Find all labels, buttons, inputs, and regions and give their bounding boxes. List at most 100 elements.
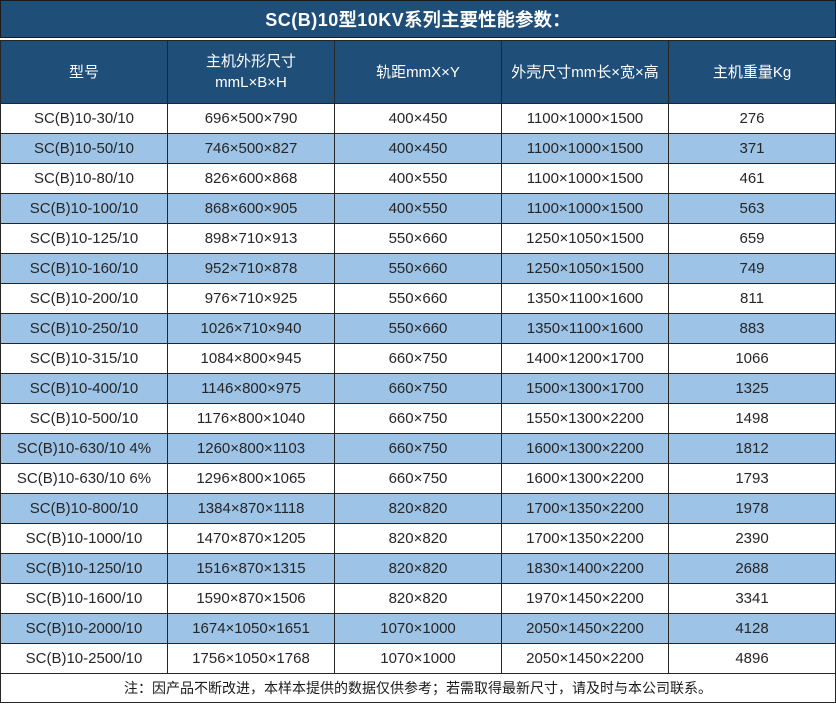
table-cell: 1350×1100×1600 — [501, 283, 669, 314]
table-cell: 1970×1450×2200 — [501, 583, 669, 614]
table-cell: 1250×1050×1500 — [501, 253, 669, 284]
header-row: 型号 主机外形尺寸 mmL×B×H 轨距mmX×Y 外壳尺寸mm长×宽×高 主机重量Kg — [0, 40, 836, 104]
column-header: 外壳尺寸mm长×宽×高 — [501, 40, 669, 104]
table-cell: 868×600×905 — [167, 193, 335, 224]
footer-note: 注：因产品不断改进，本样本提供的数据仅供参考；若需取得最新尺寸，请及时与本公司联… — [0, 673, 836, 703]
table-cell: 1978 — [668, 493, 836, 524]
column-header-line: 主机外形尺寸 — [205, 53, 296, 70]
table-cell: SC(B)10-100/10 — [0, 193, 168, 224]
table-cell: 1550×1300×2200 — [501, 403, 669, 434]
table-cell: 746×500×827 — [167, 133, 335, 164]
table-row: SC(B)10-160/10 952×710×878 550×660 1250×105… — [0, 253, 836, 284]
table-cell: 276 — [668, 103, 836, 134]
table-cell: SC(B)10-30/10 — [0, 103, 168, 134]
table-row: SC(B)10-2000/10 1674×1050×1651 1070×1000 20… — [0, 613, 836, 644]
table-cell: 1325 — [668, 373, 836, 404]
table-row: SC(B)10-400/10 1146×800×975 660×750 1500×13… — [0, 373, 836, 404]
table-cell: 1070×1000 — [334, 613, 502, 644]
table-row: SC(B)10-630/10 6% 1296×800×1065 660×750 160… — [0, 463, 836, 494]
table-row: SC(B)10-2500/10 1756×1050×1768 1070×1000 20… — [0, 643, 836, 674]
table-cell: 461 — [668, 163, 836, 194]
column-header: 型号 — [0, 40, 168, 104]
table-cell: SC(B)10-800/10 — [0, 493, 168, 524]
table-cell: SC(B)10-630/10 4% — [0, 433, 168, 464]
table-cell: 1700×1350×2200 — [501, 493, 669, 524]
table-cell: 400×550 — [334, 163, 502, 194]
table-cell: 2390 — [668, 523, 836, 554]
table-cell: 1100×1000×1500 — [501, 133, 669, 164]
column-header-line: mmL×B×H — [215, 74, 287, 91]
table-cell: 660×750 — [334, 343, 502, 374]
table-cell: 2050×1450×2200 — [501, 643, 669, 674]
table-cell: SC(B)10-1000/10 — [0, 523, 168, 554]
table-cell: SC(B)10-80/10 — [0, 163, 168, 194]
column-header-line: 主机重量Kg — [712, 63, 792, 81]
table-cell: SC(B)10-1250/10 — [0, 553, 168, 584]
table-cell: 550×660 — [334, 313, 502, 344]
column-header-line: 外壳尺寸mm长×宽×高 — [511, 63, 659, 81]
table-cell: SC(B)10-1600/10 — [0, 583, 168, 614]
table-cell: 1250×1050×1500 — [501, 223, 669, 254]
table-cell: 550×660 — [334, 253, 502, 284]
table-cell: 811 — [668, 283, 836, 314]
column-header: 主机重量Kg — [668, 40, 836, 104]
table-row: SC(B)10-100/10 868×600×905 400×550 1100×100… — [0, 193, 836, 224]
spec-table: 型号 主机外形尺寸 mmL×B×H 轨距mmX×Y 外壳尺寸mm长×宽×高 主机重量Kg … — [0, 40, 836, 703]
table-cell: SC(B)10-2000/10 — [0, 613, 168, 644]
table-cell: 1516×870×1315 — [167, 553, 335, 584]
table-cell: 1500×1300×1700 — [501, 373, 669, 404]
table-row: SC(B)10-1600/10 1590×870×1506 820×820 1970×… — [0, 583, 836, 614]
table-cell: 898×710×913 — [167, 223, 335, 254]
table-cell: 1700×1350×2200 — [501, 523, 669, 554]
table-cell: 1146×800×975 — [167, 373, 335, 404]
table-cell: 550×660 — [334, 283, 502, 314]
table-cell: 1600×1300×2200 — [501, 433, 669, 464]
table-cell: 820×820 — [334, 493, 502, 524]
table-cell: 952×710×878 — [167, 253, 335, 284]
table-cell: 1674×1050×1651 — [167, 613, 335, 644]
table-cell: 1260×800×1103 — [167, 433, 335, 464]
table-row: SC(B)10-630/10 4% 1260×800×1103 660×750 160… — [0, 433, 836, 464]
table-cell: 1350×1100×1600 — [501, 313, 669, 344]
table-cell: SC(B)10-250/10 — [0, 313, 168, 344]
table-cell: SC(B)10-315/10 — [0, 343, 168, 374]
table-body: SC(B)10-30/10 696×500×790 400×450 1100×1000… — [0, 103, 836, 674]
table-cell: 660×750 — [334, 403, 502, 434]
table-cell: 820×820 — [334, 523, 502, 554]
column-header-line: 轨距mmX×Y — [376, 63, 460, 81]
table-cell: SC(B)10-2500/10 — [0, 643, 168, 674]
table-row: SC(B)10-250/10 1026×710×940 550×660 1350×11… — [0, 313, 836, 344]
table-cell: 1100×1000×1500 — [501, 163, 669, 194]
table-row: SC(B)10-315/10 1084×800×945 660×750 1400×12… — [0, 343, 836, 374]
table-row: SC(B)10-200/10 976×710×925 550×660 1350×110… — [0, 283, 836, 314]
table-cell: SC(B)10-400/10 — [0, 373, 168, 404]
table-row: SC(B)10-80/10 826×600×868 400×550 1100×1000… — [0, 163, 836, 194]
footer-row: 注：因产品不断改进，本样本提供的数据仅供参考；若需取得最新尺寸，请及时与本公司联… — [0, 673, 836, 703]
table-cell: 371 — [668, 133, 836, 164]
table-cell: 563 — [668, 193, 836, 224]
table-cell: SC(B)10-200/10 — [0, 283, 168, 314]
table-cell: 1812 — [668, 433, 836, 464]
table-cell: 400×550 — [334, 193, 502, 224]
table-cell: 3341 — [668, 583, 836, 614]
table-cell: 1830×1400×2200 — [501, 553, 669, 584]
table-cell: 1100×1000×1500 — [501, 193, 669, 224]
table-cell: 550×660 — [334, 223, 502, 254]
table-cell: 1756×1050×1768 — [167, 643, 335, 674]
table-cell: 1470×870×1205 — [167, 523, 335, 554]
page-title: SC(B)10型10KV系列主要性能参数： — [0, 0, 836, 38]
table-cell: 660×750 — [334, 373, 502, 404]
table-cell: 820×820 — [334, 583, 502, 614]
table-cell: SC(B)10-50/10 — [0, 133, 168, 164]
table-cell: 1100×1000×1500 — [501, 103, 669, 134]
table-row: SC(B)10-50/10 746×500×827 400×450 1100×1000… — [0, 133, 836, 164]
table-cell: 2050×1450×2200 — [501, 613, 669, 644]
column-header: 轨距mmX×Y — [334, 40, 502, 104]
table-cell: 820×820 — [334, 553, 502, 584]
table-row: SC(B)10-1250/10 1516×870×1315 820×820 1830×… — [0, 553, 836, 584]
table-cell: 4896 — [668, 643, 836, 674]
table-cell: 749 — [668, 253, 836, 284]
table-footer: 注：因产品不断改进，本样本提供的数据仅供参考；若需取得最新尺寸，请及时与本公司联… — [0, 673, 836, 703]
table-cell: 1400×1200×1700 — [501, 343, 669, 374]
